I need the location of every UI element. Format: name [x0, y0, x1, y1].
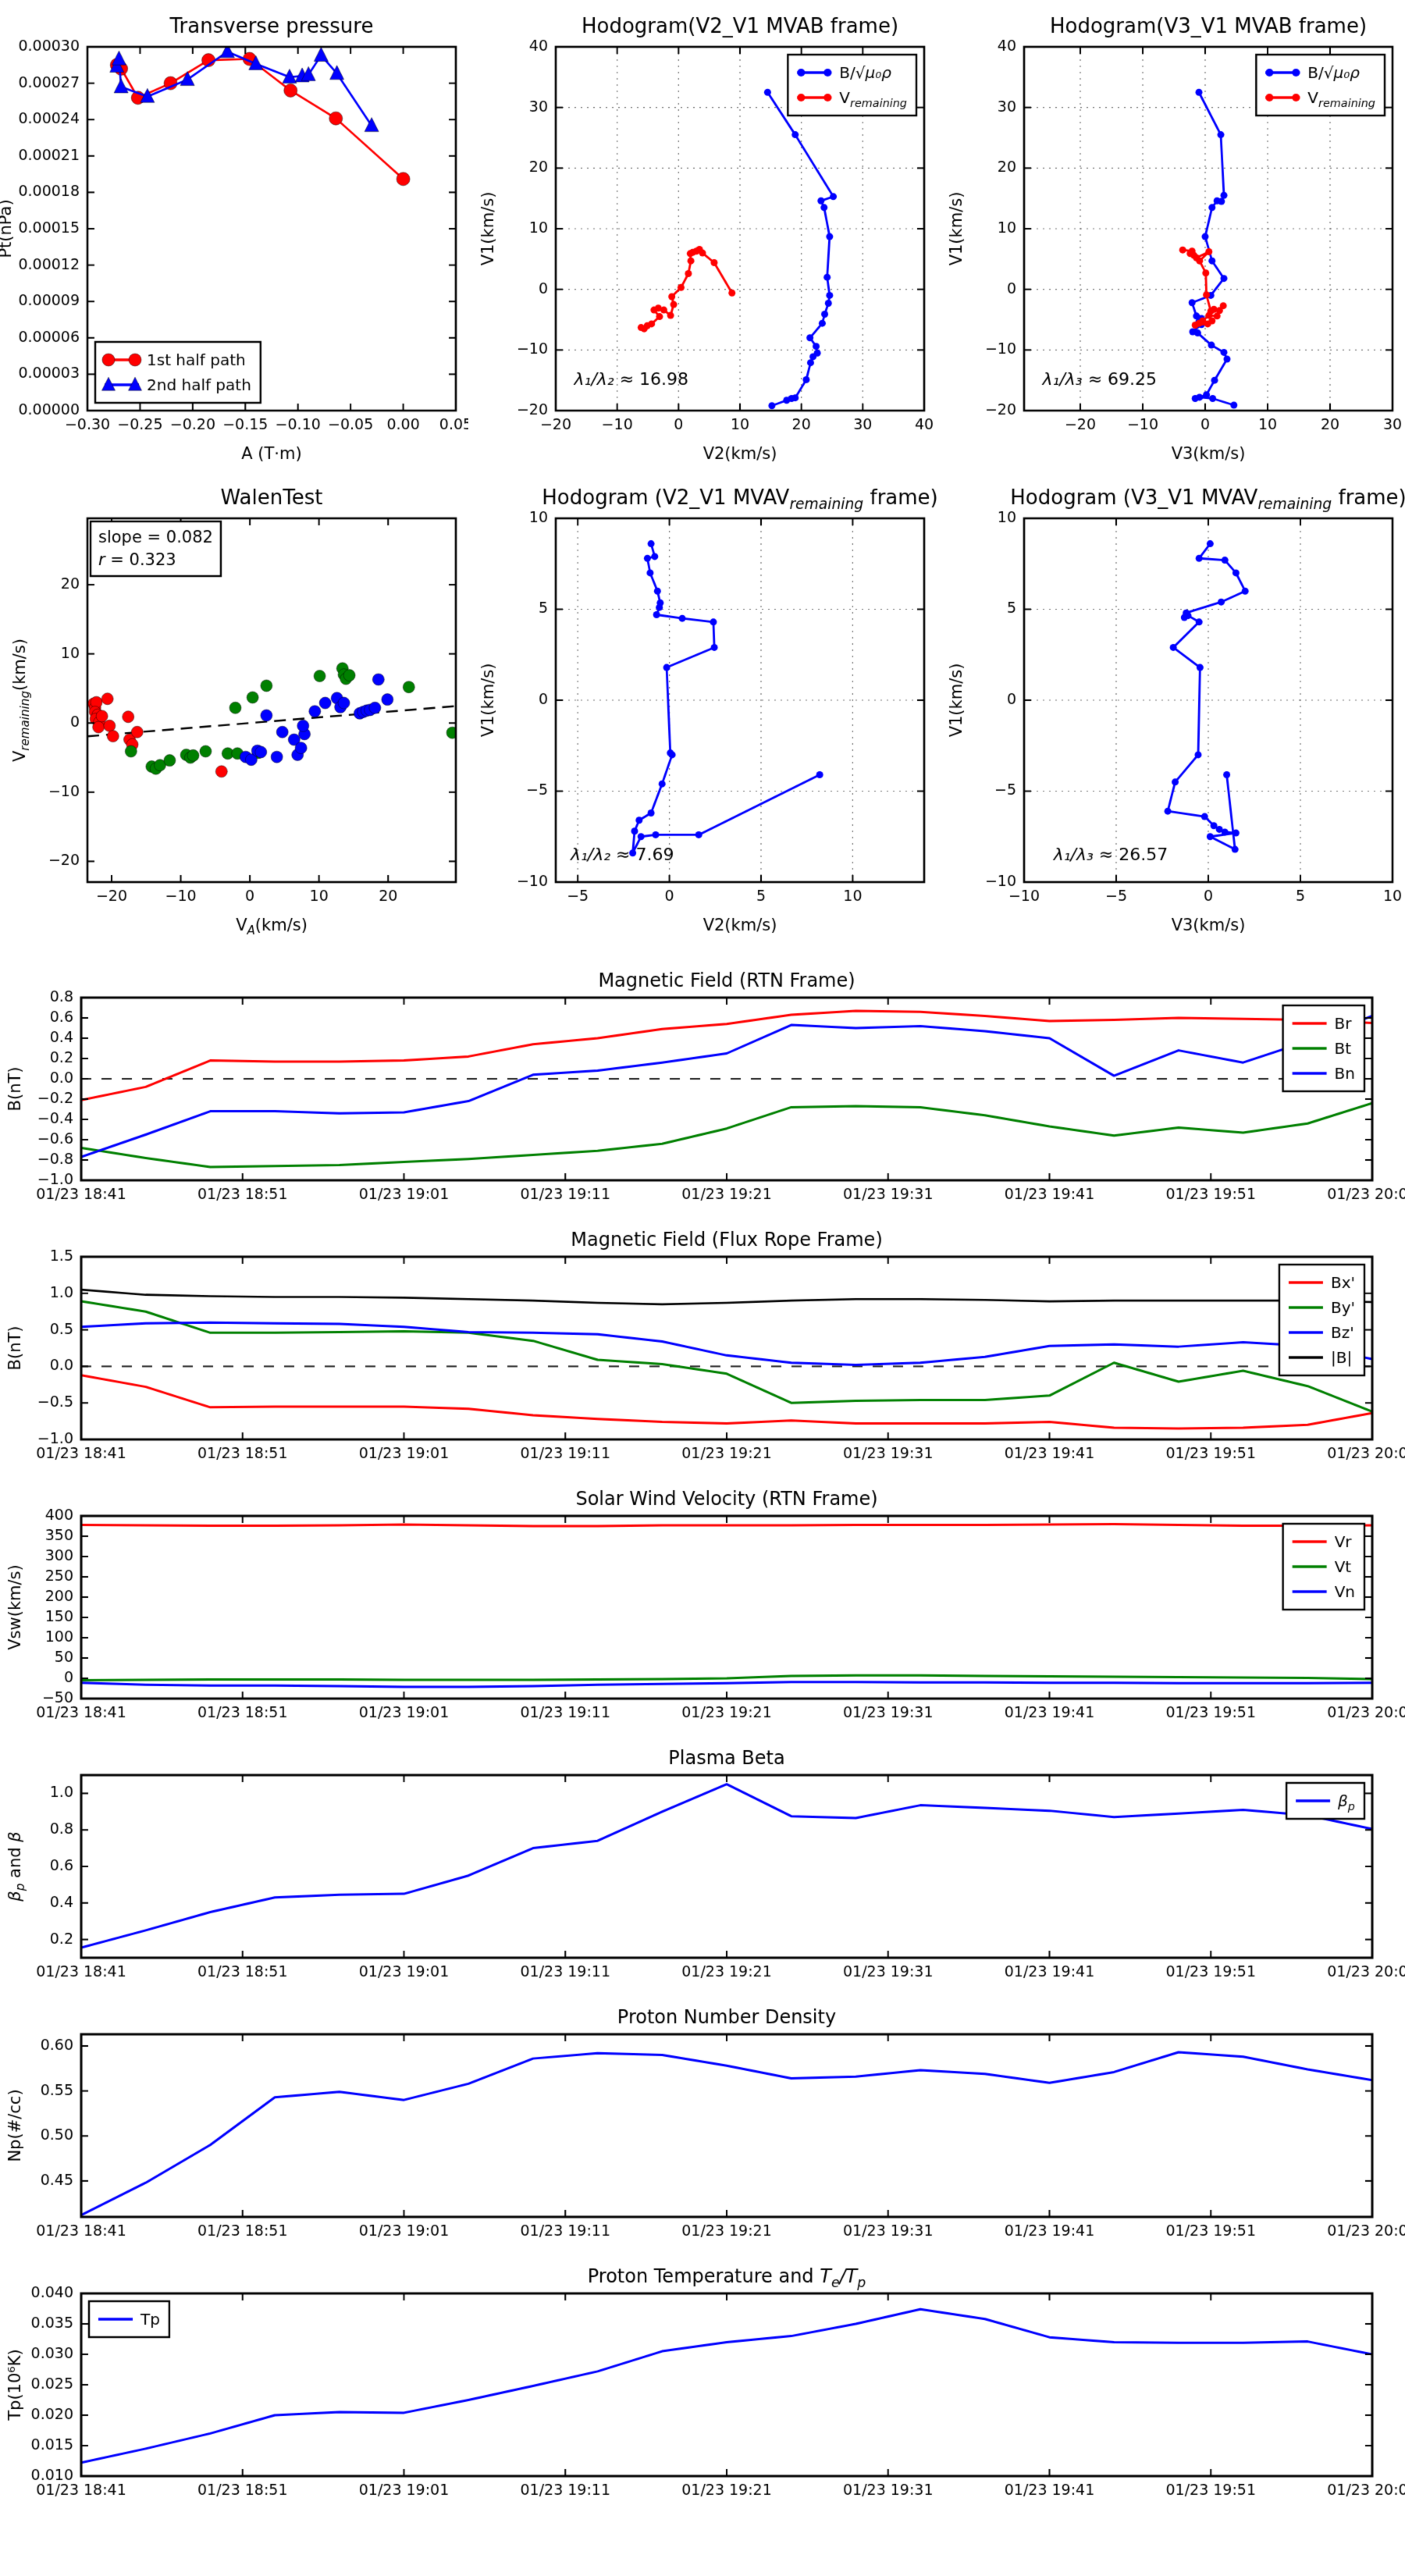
proton-temperature-chart [0, 2258, 1405, 2517]
magnetic-field-rtn-chart [0, 962, 1405, 1221]
solar-wind-velocity-chart [0, 1480, 1405, 1739]
hodogram-v3v1-mvav-chart [937, 478, 1405, 948]
hodogram-v3v1-mvab-chart [937, 6, 1405, 476]
transverse-pressure-chart [0, 6, 468, 476]
proton-number-density-chart [0, 1998, 1405, 2258]
plasma-beta-chart [0, 1739, 1405, 1998]
hodogram-v2v1-mvab-chart [468, 6, 937, 476]
hodogram-v2v1-mvav-chart [468, 478, 937, 948]
walen-test-chart [0, 478, 468, 948]
magnetic-field-fluxrope-chart [0, 1221, 1405, 1480]
